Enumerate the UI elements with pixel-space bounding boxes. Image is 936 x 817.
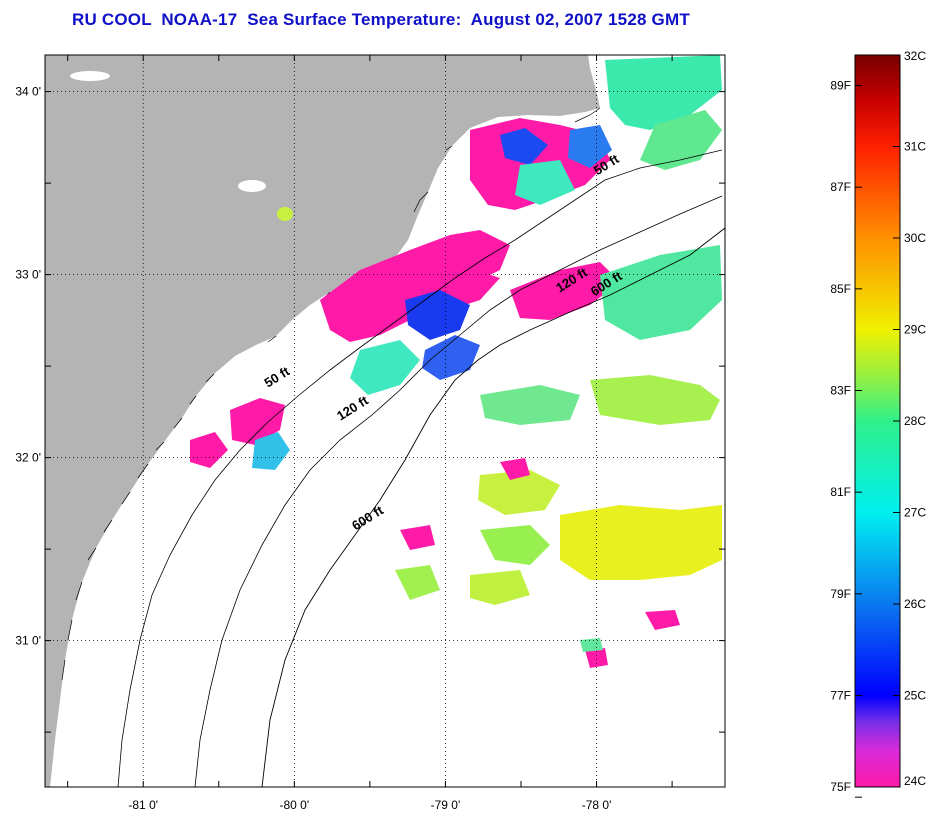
land-mass	[45, 55, 600, 787]
colorbar-fahrenheit-label: 77F	[830, 689, 851, 703]
lon-label: -81 0'	[128, 798, 158, 812]
lat-label: 32 0'	[15, 451, 41, 465]
colorbar-fahrenheit-label: 83F	[830, 384, 851, 398]
colorbar-fahrenheit-label: 87F	[830, 180, 851, 194]
colorbar-celsius-label: 29C	[904, 323, 926, 337]
colorbar-fahrenheit-label: 79F	[830, 587, 851, 601]
map-panel: 34 0'33 0'32 0'31 0' -81 0' -80 0' -79 0' -…	[15, 54, 726, 812]
colorbar-fahrenheit-label: 85F	[830, 282, 851, 296]
colorbar-celsius-label: 30C	[904, 231, 926, 245]
colorbar-fahrenheit-label: 81F	[830, 485, 851, 499]
colorbar-celsius-label: 25C	[904, 689, 926, 703]
colorbar-fahrenheit-labels: 89F 87F 85F 83F 81F 79F 77F 75F	[830, 79, 862, 798]
lat-label: 31 0'	[15, 634, 41, 648]
axis-ticks	[45, 55, 725, 787]
inland-lake-warm	[277, 207, 293, 221]
longitude-labels: -81 0' -80 0' -79 0' -78 0'	[128, 798, 611, 812]
colorbar-celsius-label: 31C	[904, 140, 926, 154]
colorbar-celsius-label: 32C	[904, 49, 926, 63]
colorbar: 32C 31C 30C 29C 28C 27C 26C 25C 24C 89F 87F 85F 83F…	[830, 49, 926, 798]
colorbar-celsius-label: 27C	[904, 506, 926, 520]
lon-label: -78 0'	[582, 798, 612, 812]
colorbar-gradient	[854, 54, 901, 788]
map-frame	[44, 54, 726, 788]
lon-label: -79 0'	[431, 798, 461, 812]
colorbar-fahrenheit-label: 75F	[830, 780, 851, 794]
isobath-50ft	[117, 149, 723, 787]
inland-lake-north	[70, 71, 110, 81]
isobath-600ft	[261, 227, 725, 787]
latitude-labels: 34 0' 33 0' 32 0' 31 0'	[15, 85, 41, 648]
isobath-120ft	[194, 195, 723, 787]
colorbar-celsius-label: 24C	[904, 774, 926, 788]
colorbar-celsius-label: 26C	[904, 597, 926, 611]
lon-label: -80 0'	[280, 798, 310, 812]
lat-label: 34 0'	[15, 85, 41, 99]
map-title: RU COOL NOAA-17 Sea Surface Temperature:…	[72, 10, 690, 29]
colorbar-celsius-label: 28C	[904, 414, 926, 428]
sst-data-layer	[190, 55, 722, 668]
lat-label: 33 0'	[15, 268, 41, 282]
colorbar-fahrenheit-label: 89F	[830, 79, 851, 93]
colorbar-celsius-labels: 32C 31C 30C 29C 28C 27C 26C 25C 24C	[893, 49, 926, 788]
lat-lon-grid	[45, 55, 725, 787]
inland-lake	[238, 180, 266, 192]
